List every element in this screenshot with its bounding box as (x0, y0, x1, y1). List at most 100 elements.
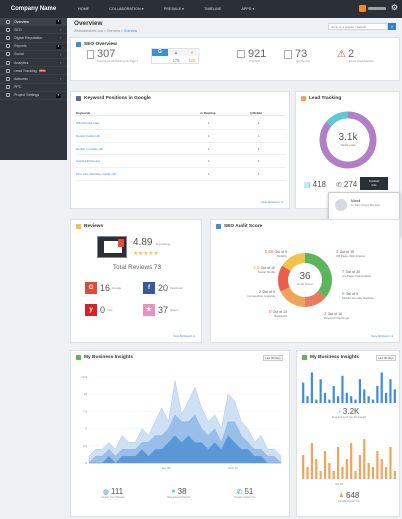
user-menu[interactable] (359, 5, 386, 12)
sidebar-item-adwords[interactable]: Adwords › (0, 75, 67, 84)
bar (363, 389, 366, 403)
sidebar-item-ppc[interactable]: PPC (0, 84, 67, 92)
sidebar-item-project-settings[interactable]: Project Settings 5 (0, 92, 67, 100)
chevron-right-icon: › (59, 28, 61, 33)
col-keywords: Keywords (76, 111, 91, 115)
audit-metric: 7Out of 30 On Page Optimization (342, 269, 371, 278)
bar (367, 463, 370, 479)
insight-stat: ✆ 51 People Called You (217, 487, 273, 499)
audit-metric-label: Backlinks (274, 314, 287, 318)
facebook-icon: f (143, 282, 155, 294)
keyword-link[interactable]: Pets Vine Dentistry Castle Hill (76, 172, 116, 177)
sidebar-item-label: Reports (14, 44, 27, 49)
phone-icon: ✆ (336, 181, 342, 189)
insight-stat-value: 38 (177, 487, 187, 496)
bar (363, 439, 366, 479)
keyword-link[interactable]: Castle Hill Dentist (76, 159, 100, 164)
brand-name[interactable]: Company Name (10, 6, 57, 12)
bar (389, 379, 392, 403)
desktop-position: 1 (208, 159, 210, 164)
audit-metric-value: 0.65 (264, 249, 274, 254)
review-source-others[interactable]: ★ 37 Others (143, 304, 178, 316)
manager-name: Mandi (351, 199, 361, 203)
menu-item-icon (6, 93, 10, 98)
table-row: Pets Vine Dentistry Castle Hill 1 1 (76, 168, 286, 181)
breadcrumb-path[interactable]: Whitelabelclient.com > Overview > (74, 29, 124, 33)
bar (332, 471, 335, 479)
breadcrumb: Whitelabelclient.com > Overview > Overvi… (74, 29, 137, 33)
search-input[interactable] (328, 23, 388, 30)
nav-timeline[interactable]: TIMELINE (204, 7, 222, 11)
date-range-tag[interactable]: Last 30 Days (262, 355, 283, 361)
bar (341, 467, 344, 479)
y-tick-label: 5 (85, 427, 87, 431)
seo-overview-title: SEO Overview (76, 42, 117, 47)
chart-icon (76, 96, 81, 101)
view-all-audit-link[interactable]: View All Report ➔ (370, 334, 393, 338)
sidebar-item-analytics[interactable]: Analytics › (0, 59, 67, 68)
col-desktop: ▭ Desktop (200, 111, 216, 115)
sidebar-item-digital-reputation[interactable]: Digital Reputation › (0, 34, 67, 43)
sidebar-item-lead-tracking[interactable]: Lead Tracking NEW (0, 67, 67, 76)
keyword-link[interactable]: Dentist Castle Hill (76, 133, 100, 138)
audit-metric-outof: Out of 5 (262, 290, 275, 294)
lead-tracking-card: Lead Tracking 3.1k Total Leads ▤ 418 ✆ 274… (295, 91, 400, 209)
rating-board-icon (97, 236, 127, 258)
links-stat: 921 Total links (237, 48, 266, 70)
form-icon: ▤ (304, 181, 311, 189)
review-source-yelp[interactable]: y 0 Yelp (85, 304, 112, 316)
lead-donut (319, 111, 377, 169)
audit-icon (216, 224, 221, 229)
sidebar-item-reports[interactable]: Reports 2 (0, 43, 67, 51)
document-icon (87, 49, 94, 59)
date-range-tag[interactable]: Last 30 Days (375, 355, 396, 361)
menu-item-icon (6, 76, 10, 81)
bar (315, 399, 318, 403)
sidebar-item-seo[interactable]: SEO › (0, 26, 67, 35)
nav-apps[interactable]: APPS ▾ (241, 7, 255, 11)
keyword-link[interactable]: Hills Dentist Care (76, 121, 100, 125)
avg-rating: 4.89 (133, 237, 153, 248)
bar (306, 467, 309, 479)
sidebar-item-social[interactable]: Social › (0, 51, 67, 59)
seo-audit-card: SEO Audit Score 36 Audit Score 0.65Out o… (210, 219, 400, 343)
views-label: People Found You On Google (331, 416, 367, 419)
y-tick-label: 12.5 (81, 375, 87, 379)
google-rank-box: G ▲ ▼ 179 128 (151, 48, 200, 64)
review-icon (284, 49, 292, 59)
heart-icon (301, 96, 306, 101)
user-name[interactable] (368, 7, 386, 10)
nav-home[interactable]: HOME (78, 7, 90, 11)
review-source-label: Google (112, 286, 122, 290)
avatar[interactable] (359, 5, 366, 12)
bar (345, 459, 348, 479)
search-icon[interactable]: ⌕ (388, 23, 396, 30)
desktop-position: 1 (208, 133, 210, 138)
bar (350, 396, 353, 403)
form-leads: ▤ 418 (304, 180, 326, 189)
review-source-google[interactable]: G 16 Google (85, 282, 121, 294)
mobile-position: 1 (258, 146, 260, 151)
gear-icon[interactable]: ⚙ (390, 3, 398, 12)
nav-presale[interactable]: PRESALE ▾ (163, 7, 185, 11)
keyword-link[interactable]: Dentist in Castle Hill (76, 146, 103, 151)
audit-metric-outof: Out of 10 (260, 266, 275, 270)
view-all-keywords-link[interactable]: View All Report ➔ (260, 200, 283, 204)
contact-info-button[interactable]: Contact info (360, 177, 388, 190)
review-source-facebook[interactable]: f 20 Facebook (143, 282, 182, 294)
chevron-right-icon: › (59, 36, 61, 41)
audit-metric-outof: Out of 10 (272, 310, 287, 314)
table-row: Hills Dentist Care 1 1 (76, 117, 286, 130)
links-label: Total links (249, 60, 261, 63)
audit-metric-value: 2 (258, 289, 262, 294)
seo-icon (76, 42, 81, 47)
bar (323, 451, 327, 479)
sidebar-item-overview[interactable]: Overview 3 (0, 18, 67, 27)
bar (337, 447, 340, 479)
menu-item-icon (6, 52, 10, 57)
nav-collaboration[interactable]: COLLABORATION ▾ (109, 7, 144, 11)
view-all-reviews-link[interactable]: View All Report ➔ (172, 334, 195, 338)
form-leads-count: 418 (312, 180, 326, 189)
manager-role: Sr. SEO Project Manager (351, 204, 381, 207)
menu-item-icon (6, 60, 10, 65)
